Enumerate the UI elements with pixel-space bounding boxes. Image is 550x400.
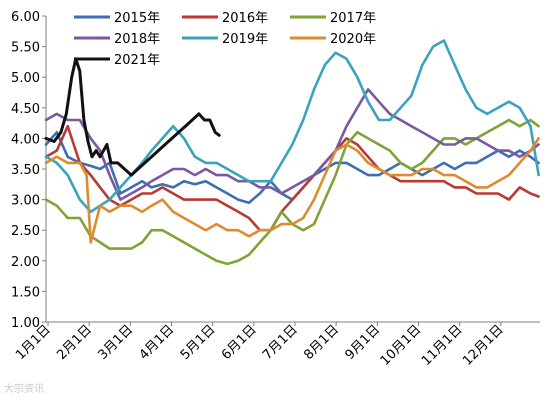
x-tick-label: 4月1日: [137, 322, 178, 363]
x-tick-label: 3月1日: [95, 322, 136, 363]
x-tick-label: 8月1日: [301, 322, 342, 363]
x-tick-label: 5月1日: [178, 322, 219, 363]
series-line-2019年: [44, 39, 540, 214]
watermark: 大宗资讯: [4, 382, 44, 395]
x-tick-label: 10月1日: [378, 322, 425, 369]
legend-label-2017年: 2017年: [330, 11, 376, 26]
series-line-2018年: [44, 88, 540, 201]
series-layer: [44, 39, 540, 266]
x-tick-label: 2月1日: [54, 322, 95, 363]
legend-label-2015年: 2015年: [114, 11, 160, 26]
x-tick-label: 9月1日: [342, 322, 383, 363]
x-tick-label: 6月1日: [219, 322, 260, 363]
y-tick-label: 3.00: [11, 194, 40, 209]
y-tick-label: 5.50: [11, 41, 40, 56]
y-tick-label: 1.00: [11, 316, 40, 331]
x-tick-label: 12月1日: [460, 322, 507, 369]
legend-label-2018年: 2018年: [114, 32, 160, 47]
legend: 2015年 2016年 2017年 2018年 2019年 2020年 2021年: [74, 11, 376, 68]
y-tick-label: 4.50: [11, 102, 40, 117]
y-tick-label: 1.50: [11, 285, 40, 300]
y-tick-label: 2.50: [11, 224, 40, 239]
y-tick-label: 3.50: [11, 163, 40, 178]
legend-label-2016年: 2016年: [222, 11, 268, 26]
x-tick-label: 7月1日: [260, 322, 301, 363]
y-tick-label: 4.00: [11, 132, 40, 147]
series-line-2016年: [44, 124, 540, 232]
x-tick-label: 11月1日: [419, 322, 466, 369]
y-tick-label: 6.00: [11, 10, 40, 25]
y-tick-label: 2.00: [11, 255, 40, 270]
series-line-2020年: [44, 137, 540, 244]
legend-label-2021年: 2021年: [114, 53, 160, 68]
legend-label-2019年: 2019年: [222, 32, 268, 47]
legend-label-2020年: 2020年: [330, 32, 376, 47]
y-tick-label: 5.00: [11, 71, 40, 86]
